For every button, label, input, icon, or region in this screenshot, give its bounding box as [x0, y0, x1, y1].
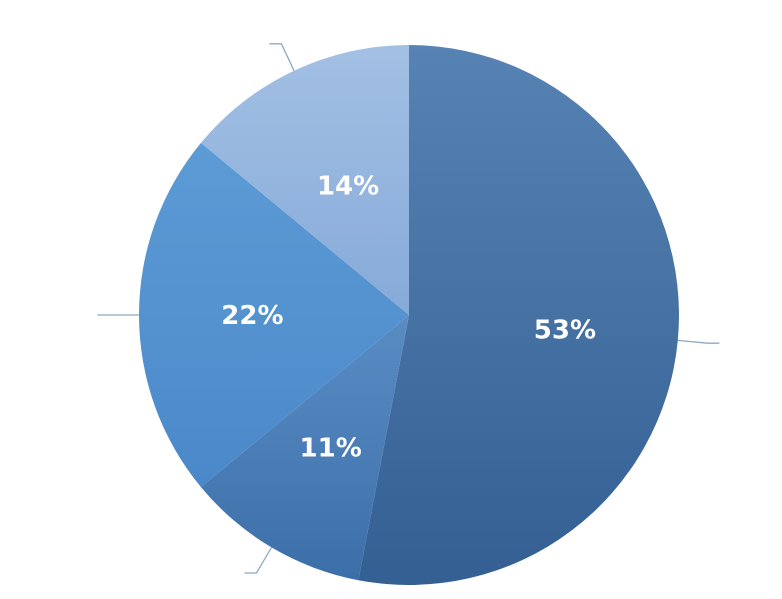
pie-slice — [200, 315, 409, 581]
pie-slice — [358, 45, 680, 585]
pie-slice — [200, 45, 409, 315]
slice-label-11: 11% — [300, 433, 362, 463]
slice-label-14: 14% — [317, 172, 379, 202]
leader-line — [269, 43, 295, 71]
pie-slice — [138, 142, 409, 488]
leader-line — [677, 339, 720, 344]
leader-line — [244, 547, 273, 574]
slice-label-22: 22% — [221, 301, 283, 331]
slice-label-53: 53% — [534, 316, 596, 346]
